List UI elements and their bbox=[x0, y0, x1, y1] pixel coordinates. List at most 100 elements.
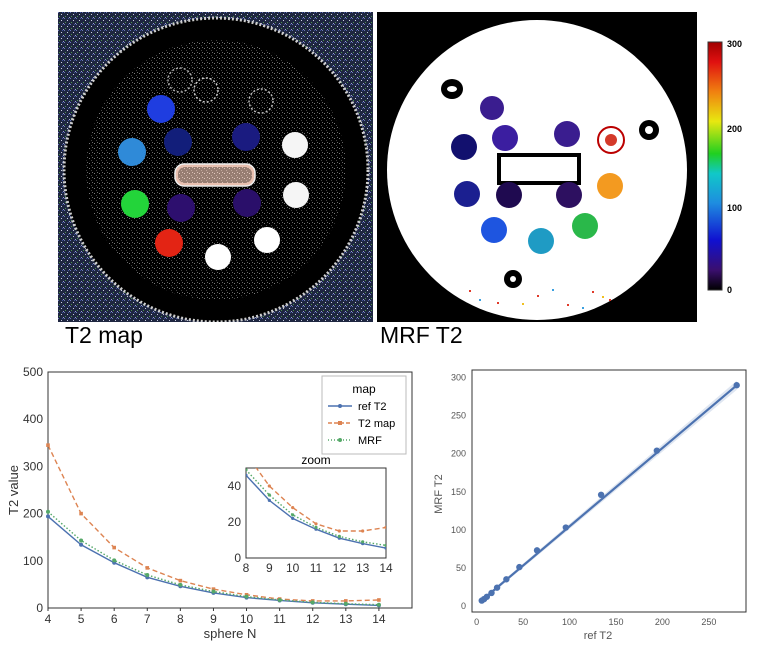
y-axis-label: T2 value bbox=[6, 465, 21, 515]
y-tick-label: 200 bbox=[23, 507, 43, 521]
x-tick-label: 10 bbox=[240, 612, 254, 626]
data-point bbox=[178, 582, 183, 587]
y-axis-label: MRF T2 bbox=[433, 474, 445, 514]
colorbar-tick-label: 200 bbox=[727, 124, 742, 134]
inset-data-point bbox=[291, 516, 295, 520]
data-point bbox=[310, 600, 315, 605]
x-tick-label: 7 bbox=[144, 612, 151, 626]
sphere bbox=[167, 194, 195, 222]
data-point bbox=[516, 563, 523, 571]
x-tick-label: 100 bbox=[562, 617, 577, 627]
inset-data-point bbox=[337, 529, 341, 533]
data-point bbox=[244, 594, 249, 599]
data-point bbox=[597, 491, 605, 499]
x-tick-label: 6 bbox=[111, 612, 118, 626]
data-point bbox=[733, 382, 740, 389]
inset-x-tick-label: 12 bbox=[333, 561, 347, 575]
data-point bbox=[376, 602, 381, 607]
inset-data-point bbox=[361, 529, 365, 533]
t2-map-image bbox=[58, 12, 373, 322]
sphere bbox=[232, 123, 260, 151]
sphere bbox=[205, 244, 231, 270]
x-tick-label: 4 bbox=[45, 612, 52, 626]
inset-y-tick-label: 40 bbox=[228, 479, 242, 493]
inset-data-point bbox=[291, 513, 295, 517]
x-tick-label: 12 bbox=[306, 612, 320, 626]
y-tick-label: 0 bbox=[461, 601, 466, 611]
inset-y-tick-label: 20 bbox=[228, 515, 242, 529]
plot-frame bbox=[471, 369, 747, 613]
x-tick-label: 11 bbox=[273, 612, 286, 626]
sphere bbox=[554, 121, 580, 147]
sphere bbox=[282, 132, 308, 158]
data-point bbox=[112, 558, 117, 563]
x-tick-label: 13 bbox=[339, 612, 353, 626]
colorbar-gradient bbox=[707, 41, 723, 291]
sphere bbox=[283, 182, 309, 208]
inset-data-point bbox=[314, 525, 318, 529]
sphere bbox=[597, 173, 623, 199]
sphere bbox=[254, 227, 280, 253]
sphere bbox=[454, 181, 480, 207]
inset-data-point bbox=[267, 484, 271, 488]
sphere bbox=[492, 125, 518, 151]
data-point bbox=[145, 566, 150, 570]
x-tick-label: 9 bbox=[210, 612, 217, 626]
inset-data-point bbox=[337, 534, 341, 538]
inset-y-tick-label: 0 bbox=[234, 551, 241, 565]
data-point bbox=[79, 511, 83, 516]
t2-map-label: T2 map bbox=[65, 322, 143, 348]
inset-data-point bbox=[314, 522, 318, 526]
data-point bbox=[79, 542, 84, 547]
data-point bbox=[562, 524, 570, 531]
colorbar: 300 200 100 0 bbox=[707, 40, 742, 295]
mrf-vs-ref-scatter: 0 50 100 150 200 250 0 50 100 150 200 250 300 ref T2… bbox=[433, 369, 747, 642]
data-point bbox=[533, 547, 541, 554]
x-tick-label: 250 bbox=[701, 617, 716, 627]
x-tick-label: 5 bbox=[78, 612, 85, 626]
sphere bbox=[233, 189, 261, 217]
colorbar-tick-label: 300 bbox=[727, 40, 742, 49]
series-line-t2-map bbox=[47, 444, 379, 602]
inset-x-tick-label: 9 bbox=[266, 561, 273, 575]
y-tick-label: 0 bbox=[36, 601, 43, 615]
data-point bbox=[112, 545, 116, 550]
data-point bbox=[503, 576, 510, 583]
sphere bbox=[496, 182, 522, 208]
legend-entry: ref T2 bbox=[358, 401, 387, 413]
data-point bbox=[46, 443, 50, 447]
data-point bbox=[46, 514, 50, 519]
x-axis-label: sphere N bbox=[204, 626, 257, 641]
sphere bbox=[451, 134, 477, 160]
sphere bbox=[556, 182, 582, 208]
y-tick-label: 300 bbox=[23, 459, 43, 473]
mrf-t2-map-image bbox=[377, 12, 697, 322]
fit-line bbox=[480, 384, 738, 602]
colorbar-tick-label: 0 bbox=[727, 285, 732, 295]
x-tick-label: 150 bbox=[608, 617, 623, 627]
inset-data-point bbox=[246, 473, 248, 477]
data-point bbox=[344, 599, 348, 603]
data-point bbox=[377, 598, 381, 602]
y-tick-label: 500 bbox=[23, 365, 43, 379]
inset-x-tick-label: 8 bbox=[243, 561, 250, 575]
data-point bbox=[488, 589, 495, 597]
x-tick-label: 14 bbox=[372, 612, 386, 626]
data-point bbox=[483, 593, 491, 600]
data-point bbox=[493, 584, 501, 591]
inset-data-point bbox=[267, 493, 271, 497]
data-point bbox=[653, 447, 661, 454]
data-point bbox=[79, 538, 84, 543]
y-tick-label: 150 bbox=[451, 487, 466, 497]
data-point bbox=[343, 601, 348, 606]
y-tick-label: 400 bbox=[23, 412, 43, 426]
sphere bbox=[572, 213, 598, 239]
sphere bbox=[480, 96, 504, 120]
sphere bbox=[155, 229, 183, 257]
y-tick-label: 250 bbox=[451, 411, 466, 421]
sphere bbox=[147, 95, 175, 123]
legend-entry: MRF bbox=[358, 435, 382, 447]
data-point bbox=[211, 589, 216, 594]
y-tick-label: 50 bbox=[456, 563, 466, 573]
